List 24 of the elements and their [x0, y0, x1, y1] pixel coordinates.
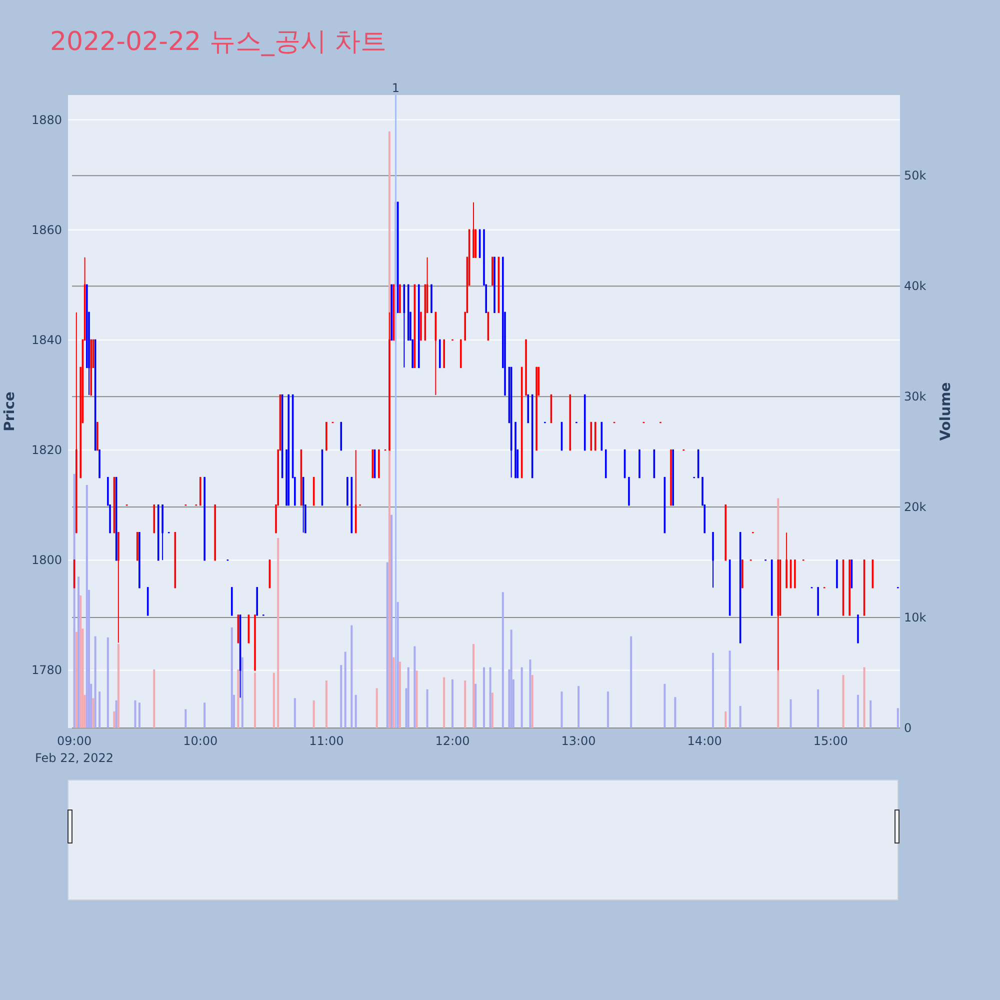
x-tick-label: 09:00 — [57, 734, 92, 748]
x-tick-label: 10:00 — [183, 734, 218, 748]
chart-title: 2022-02-22 뉴스_공시 차트 — [50, 27, 387, 57]
y-tick-label: 1800 — [31, 553, 62, 568]
x-tick-label: 14:00 — [687, 734, 722, 748]
ref-line-label: 1 — [392, 81, 400, 95]
x-tick-label: 15:00 — [813, 734, 848, 748]
text: Feb 22, 2022 — [35, 751, 114, 765]
x-tick-label: 13:00 — [561, 734, 596, 748]
y2-tick-label: 40k — [904, 279, 926, 294]
y2-tick-label: 10k — [904, 610, 926, 625]
y2-axis-title: Volume — [938, 382, 954, 441]
y-tick-label: 1860 — [31, 222, 62, 237]
y2-tick-label: 0 — [904, 721, 912, 735]
y2-tick-label: 30k — [904, 390, 926, 404]
y-tick-label: 1780 — [31, 663, 62, 678]
y-tick-label: 1820 — [31, 443, 62, 458]
y2-tick-label: 50k — [904, 168, 926, 183]
y2-tick-label: 20k — [904, 500, 926, 514]
y-axis-title: Price — [2, 392, 18, 432]
x-tick-label: 11:00 — [309, 734, 344, 748]
y-tick-label: 1880 — [31, 112, 62, 127]
x-tick-label: 12:00 — [435, 734, 470, 748]
y-tick-label: 1840 — [31, 332, 62, 347]
